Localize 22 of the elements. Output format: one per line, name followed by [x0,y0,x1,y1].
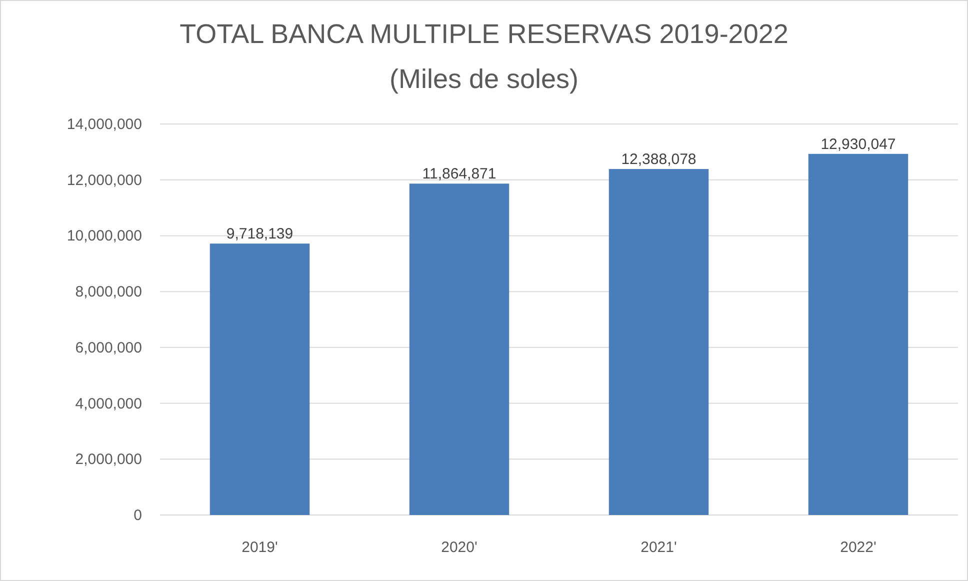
y-tick-label: 6,000,000 [75,339,142,356]
y-tick-label: 14,000,000 [66,116,142,133]
y-tick-label: 12,000,000 [66,172,142,189]
x-tick-label: 2021' [640,539,677,556]
x-tick-label: 2022' [840,539,876,556]
y-tick-label: 10,000,000 [66,228,142,245]
bar [210,244,310,515]
y-tick-label: 2,000,000 [75,451,142,468]
x-tick-label: 2019' [242,539,278,556]
y-tick-label: 8,000,000 [75,284,142,301]
x-tick-label: 2020' [441,539,478,556]
bar [808,154,908,515]
y-tick-label: 4,000,000 [75,395,142,412]
bar [409,184,510,515]
chart-title: TOTAL BANCA MULTIPLE RESERVAS 2019-2022 [180,19,788,49]
chart-subtitle: (Miles de soles) [389,64,579,94]
data-label: 12,930,047 [820,136,896,153]
y-tick-label: 0 [134,507,142,524]
data-label: 11,864,871 [422,166,496,183]
data-label: 9,718,139 [226,226,294,243]
data-label: 12,388,078 [621,151,696,168]
bar [608,169,709,515]
